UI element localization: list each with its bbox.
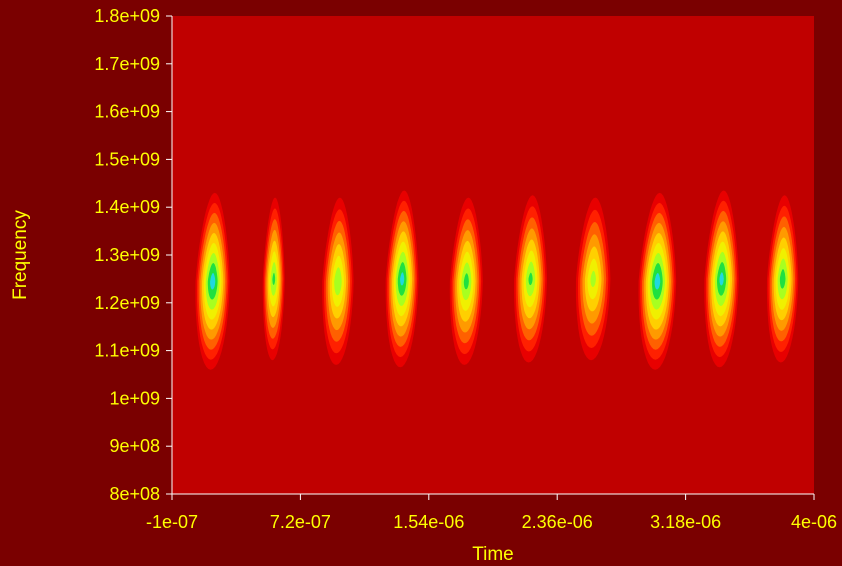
y-tick-label: 1.2e+09: [94, 293, 160, 313]
y-tick-label: 9e+08: [109, 436, 160, 456]
heatmap-contour-band: [654, 273, 661, 290]
x-axis-title: Time: [472, 544, 514, 565]
heatmap-contour-band: [528, 272, 533, 286]
heatmap-contour-band: [463, 273, 469, 290]
x-tick-label: 2.36e-06: [522, 512, 593, 532]
heatmap-pulse: [262, 197, 285, 361]
y-tick-label: 1.6e+09: [94, 102, 160, 122]
heatmap-pulse: [449, 197, 483, 365]
y-tick-label: 1.5e+09: [94, 149, 160, 169]
x-tick-label: 4e-06: [791, 512, 837, 532]
y-tick-label: 1.7e+09: [94, 54, 160, 74]
heatmap-pulse: [195, 192, 230, 370]
heatmap-pulse: [638, 192, 677, 370]
heatmap-contour-band: [400, 272, 405, 286]
x-tick-label: 1.54e-06: [393, 512, 464, 532]
y-axis-title: Frequency: [10, 210, 31, 300]
heatmap-pulse: [385, 190, 419, 368]
y-tick-label: 1e+09: [109, 388, 160, 408]
heatmap-pulse: [514, 195, 547, 363]
y-tick-label: 1.3e+09: [94, 245, 160, 265]
y-tick-label: 1.8e+09: [94, 6, 160, 26]
heatmap-contours: [195, 190, 799, 370]
heatmap-pulse: [766, 195, 799, 363]
heatmap-contour-band: [779, 269, 786, 289]
heatmap-contour-band: [590, 270, 596, 287]
y-tick-label: 1.1e+09: [94, 341, 160, 361]
heatmap-contour-band: [210, 273, 216, 290]
heatmap-contour-band: [272, 272, 276, 285]
x-tick-label: 7.2e-07: [270, 512, 331, 532]
x-tick-label: -1e-07: [146, 512, 198, 532]
x-ticks: -1e-07 7.2e-07 1.54e-06 2.36e-06 3.18e-06 4e-…: [146, 494, 837, 532]
y-ticks: 8e+08 9e+08 1e+09 1.1e+09 1.2e+09 1.3e+09 1.4e…: [94, 6, 172, 504]
y-tick-label: 1.4e+09: [94, 197, 160, 217]
x-tick-label: 3.18e-06: [650, 512, 721, 532]
y-tick-label: 8e+08: [109, 484, 160, 504]
heatmap-contour-band: [334, 267, 342, 296]
heatmap-contour-band: [719, 272, 724, 286]
heatmap-pulse: [704, 190, 739, 368]
heatmap-pulse: [575, 197, 611, 361]
heatmap-pulse: [322, 197, 354, 365]
